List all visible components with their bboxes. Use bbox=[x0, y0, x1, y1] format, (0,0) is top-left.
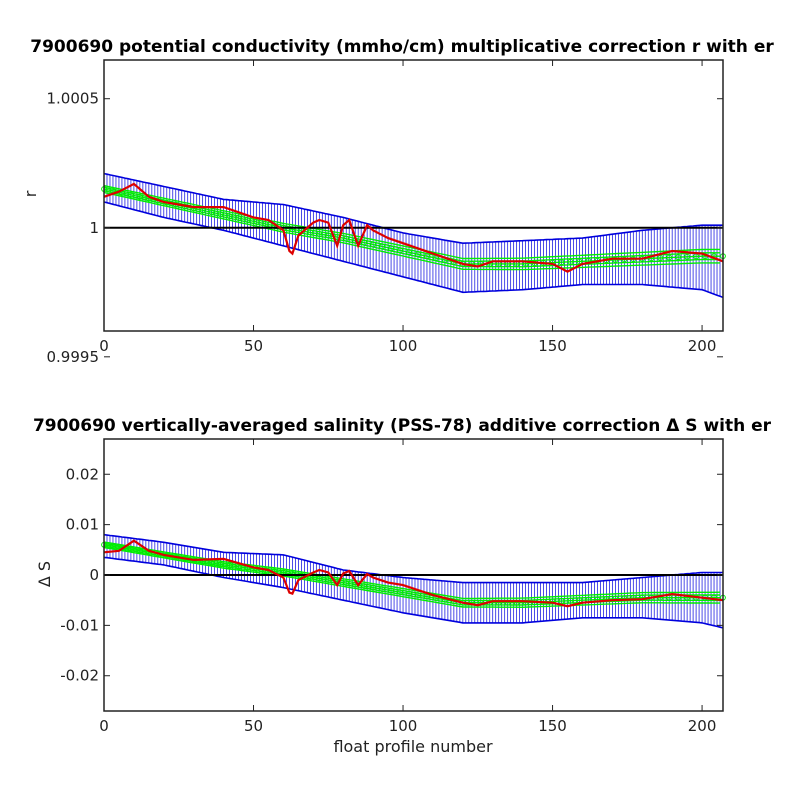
fit-marker bbox=[343, 580, 350, 586]
fit-line bbox=[103, 191, 720, 271]
fit-marker bbox=[262, 220, 269, 227]
fit-marker bbox=[415, 592, 421, 599]
x-tick-label: 0 bbox=[99, 337, 109, 355]
chart-title: 7900690 potential conductivity (mmho/cm)… bbox=[30, 37, 774, 57]
fit-line bbox=[103, 186, 720, 262]
fit-marker bbox=[406, 249, 412, 256]
fit-marker bbox=[361, 583, 368, 589]
fit-marker bbox=[226, 562, 233, 569]
fit-marker bbox=[576, 258, 583, 265]
fit-marker bbox=[128, 546, 134, 553]
fit-marker bbox=[379, 586, 386, 593]
fit-marker bbox=[567, 258, 574, 265]
fit-marker bbox=[325, 577, 332, 583]
fit-marker bbox=[307, 229, 314, 236]
fit-marker bbox=[388, 587, 394, 594]
y-tick-label: 1 bbox=[89, 219, 99, 237]
x-tick-label: 0 bbox=[99, 717, 109, 735]
x-tick-label: 200 bbox=[688, 337, 717, 355]
plot-area: 0 50 100 150 200 0.9995 1 1.0005 bbox=[47, 59, 726, 366]
axes-frame bbox=[103, 59, 724, 332]
y-tick-label: 0.02 bbox=[66, 465, 99, 483]
fit-marker bbox=[558, 598, 565, 604]
y-axis-label: r bbox=[21, 190, 40, 197]
fit-marker bbox=[217, 561, 224, 568]
x-tick-label: 150 bbox=[538, 717, 567, 735]
fit-line bbox=[103, 545, 720, 606]
fit-line bbox=[103, 190, 721, 268]
fit-marker bbox=[388, 245, 394, 252]
fit-marker bbox=[128, 191, 134, 198]
y-tick-label: 1.0005 bbox=[47, 90, 100, 108]
fit-marker bbox=[235, 563, 242, 570]
fit-marker bbox=[325, 232, 332, 239]
fit-marker bbox=[136, 547, 143, 554]
fit-marker bbox=[370, 584, 377, 591]
chart-salinity-correction: 7900690 vertically-averaged salinity (PS… bbox=[33, 416, 772, 756]
y-tick-label: 0 bbox=[89, 566, 99, 584]
fit-marker bbox=[136, 193, 143, 200]
chart-title: 7900690 vertically-averaged salinity (PS… bbox=[33, 416, 772, 436]
fit-marker bbox=[397, 247, 403, 254]
fit-marker bbox=[253, 219, 260, 225]
fit-line bbox=[103, 546, 720, 609]
fit-marker bbox=[208, 560, 215, 566]
x-tick-label: 100 bbox=[389, 337, 418, 355]
correction-line bbox=[103, 182, 724, 273]
fit-marker bbox=[379, 243, 386, 250]
fit-marker bbox=[289, 571, 296, 577]
fit-marker bbox=[522, 599, 529, 606]
fit-marker bbox=[370, 241, 377, 248]
fit-marker bbox=[226, 213, 233, 220]
fit-marker bbox=[316, 575, 323, 582]
fit-marker bbox=[675, 254, 682, 261]
fit-marker bbox=[244, 217, 251, 223]
fit-marker bbox=[397, 589, 403, 596]
error-envelope-upper bbox=[103, 533, 723, 584]
x-tick-label: 100 bbox=[389, 717, 418, 735]
fit-marker bbox=[558, 259, 565, 266]
fit-marker bbox=[549, 598, 556, 605]
x-tick-label: 50 bbox=[244, 337, 263, 355]
fit-marker bbox=[424, 253, 430, 260]
y-axis-label: Δ S bbox=[35, 561, 54, 587]
fit-marker bbox=[361, 239, 368, 246]
x-tick-label: 200 bbox=[688, 717, 717, 735]
fit-marker bbox=[657, 255, 664, 261]
error-envelope-upper bbox=[103, 172, 723, 245]
x-axis-label: float profile number bbox=[333, 737, 493, 756]
fit-marker bbox=[406, 590, 412, 597]
y-tick-label: 0.9995 bbox=[47, 348, 100, 366]
x-tick-label: 50 bbox=[244, 717, 263, 735]
fit-marker bbox=[415, 251, 421, 258]
x-tick-label: 150 bbox=[538, 337, 567, 355]
y-tick-label: 0.01 bbox=[66, 516, 99, 534]
chart-conductivity-correction: 7900690 potential conductivity (mmho/cm)… bbox=[21, 37, 774, 366]
fit-marker bbox=[110, 543, 116, 550]
fit-marker bbox=[208, 209, 215, 216]
y-tick-label: -0.01 bbox=[60, 616, 99, 634]
correction-line bbox=[103, 539, 724, 608]
fit-marker bbox=[343, 235, 350, 242]
fit-marker bbox=[217, 211, 224, 218]
plot-area: 0 50 100 150 200 -0.02 -0.01 0 0.01 0.02 bbox=[60, 438, 726, 735]
fit-marker bbox=[567, 597, 574, 604]
fit-marker bbox=[316, 231, 323, 237]
fit-marker bbox=[235, 215, 242, 221]
fit-marker bbox=[666, 254, 673, 261]
fit-marker bbox=[684, 253, 691, 260]
y-tick-label: -0.02 bbox=[60, 667, 99, 685]
fit-marker bbox=[612, 256, 619, 263]
